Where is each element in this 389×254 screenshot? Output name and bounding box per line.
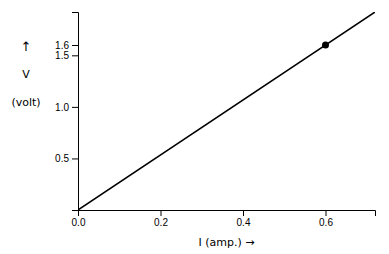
tick-mark xyxy=(72,55,78,56)
tick: 1.6 xyxy=(55,40,78,51)
tick: 1.0 xyxy=(55,102,78,113)
line xyxy=(78,12,375,210)
tick: 0.5 xyxy=(55,153,78,164)
axis-line xyxy=(72,13,79,211)
plot: 0.0 0.2 0.4 0.6 0.5 1.0 1.51.6 xyxy=(55,12,375,228)
tick-mark xyxy=(326,210,327,216)
tick-label: 0.4 xyxy=(237,217,251,228)
y-axis: 0.5 1.0 1.51.6 xyxy=(55,13,78,211)
y-label: ↑ xyxy=(21,39,32,54)
y-label: (volt) xyxy=(11,96,40,109)
x-axis: 0.0 0.2 0.4 0.6 xyxy=(72,210,376,228)
dot xyxy=(322,42,329,49)
tick-label: 0.6 xyxy=(319,217,333,228)
tick: 0.4 xyxy=(237,210,251,228)
y-label: V xyxy=(22,68,30,81)
axis-line xyxy=(79,211,376,217)
tick-mark xyxy=(72,107,78,108)
x-label: I (amp.) → xyxy=(199,236,255,249)
tick-label: 1.0 xyxy=(55,102,69,113)
tick-mark xyxy=(72,158,78,159)
tick: 0.0 xyxy=(72,210,86,228)
tick-label: 1.6 xyxy=(55,40,69,51)
tick-label: 0.0 xyxy=(72,217,86,228)
tick: 1.5 xyxy=(55,50,78,61)
tick-mark xyxy=(161,210,162,216)
chart: 0.0 0.2 0.4 0.6 0.5 1.0 1.51.6 I (amp.) → ↑ V (vol… xyxy=(0,0,389,254)
tick: 0.6 xyxy=(319,210,333,228)
tick: 0.2 xyxy=(154,210,168,228)
marks xyxy=(78,12,375,210)
tick-mark xyxy=(72,45,78,46)
tick-mark xyxy=(243,210,244,216)
tick-label: 1.5 xyxy=(55,50,69,61)
tick-label: 0.2 xyxy=(154,217,168,228)
tick-label: 0.5 xyxy=(55,153,69,164)
